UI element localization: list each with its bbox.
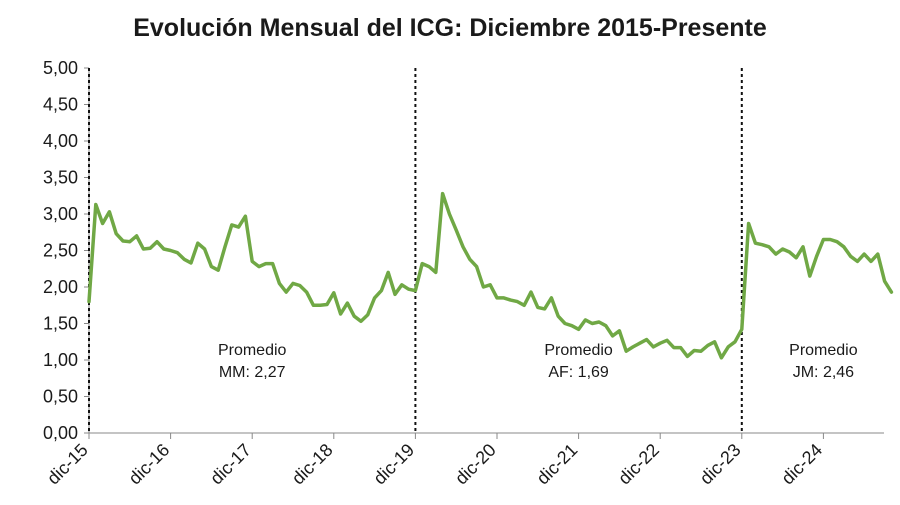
x-tick-label: dic-24 xyxy=(777,440,826,489)
series-line xyxy=(87,191,894,360)
y-tick-label: 0,50 xyxy=(43,387,78,407)
annotation-title: Promedio xyxy=(218,342,287,359)
chart-title: Evolución Mensual del ICG: Diciembre 201… xyxy=(133,14,767,42)
y-tick-label: 0,00 xyxy=(43,423,78,443)
x-tick-label: dic-19 xyxy=(369,440,418,489)
period-dividers xyxy=(88,68,743,433)
y-tick-label: 4,00 xyxy=(43,131,78,151)
annotation-value: AF: 1,69 xyxy=(548,364,609,381)
x-axis: dic-15 dic-16 dic-17 dic-18 dic-19 dic-20 dic-… xyxy=(43,432,884,489)
x-tick-label: dic-17 xyxy=(206,440,255,489)
y-tick-label: 3,00 xyxy=(43,204,78,224)
x-tick-label: dic-20 xyxy=(451,440,500,489)
annotation-value: JM: 2,46 xyxy=(793,364,854,381)
x-tick-label: dic-18 xyxy=(288,440,337,489)
y-tick-label: 3,50 xyxy=(43,168,78,188)
y-tick-label: 4,50 xyxy=(43,95,78,115)
y-tick-label: 5,00 xyxy=(43,58,78,78)
y-tick-label: 1,00 xyxy=(43,350,78,370)
y-tick-label: 1,50 xyxy=(43,314,78,334)
x-tick-label: dic-15 xyxy=(43,440,92,489)
annotation-value: MM: 2,27 xyxy=(219,364,286,381)
annotations: Promedio MM: 2,27 Promedio AF: 1,69 Promedio… xyxy=(218,342,858,381)
annotation-title: Promedio xyxy=(544,342,613,359)
y-tick-label: 2,50 xyxy=(43,241,78,261)
series-group xyxy=(87,191,894,360)
y-tick-label: 2,00 xyxy=(43,277,78,297)
x-tick-label: dic-16 xyxy=(125,440,174,489)
y-axis: 0,00 0,50 1,00 1,50 2,00 2,50 3,00 3,50 4,00 4,50… xyxy=(43,58,90,443)
x-tick-label: dic-21 xyxy=(533,440,582,489)
annotation-title: Promedio xyxy=(789,342,858,359)
x-tick-label: dic-22 xyxy=(614,440,663,489)
x-tick-label: dic-23 xyxy=(696,440,745,489)
